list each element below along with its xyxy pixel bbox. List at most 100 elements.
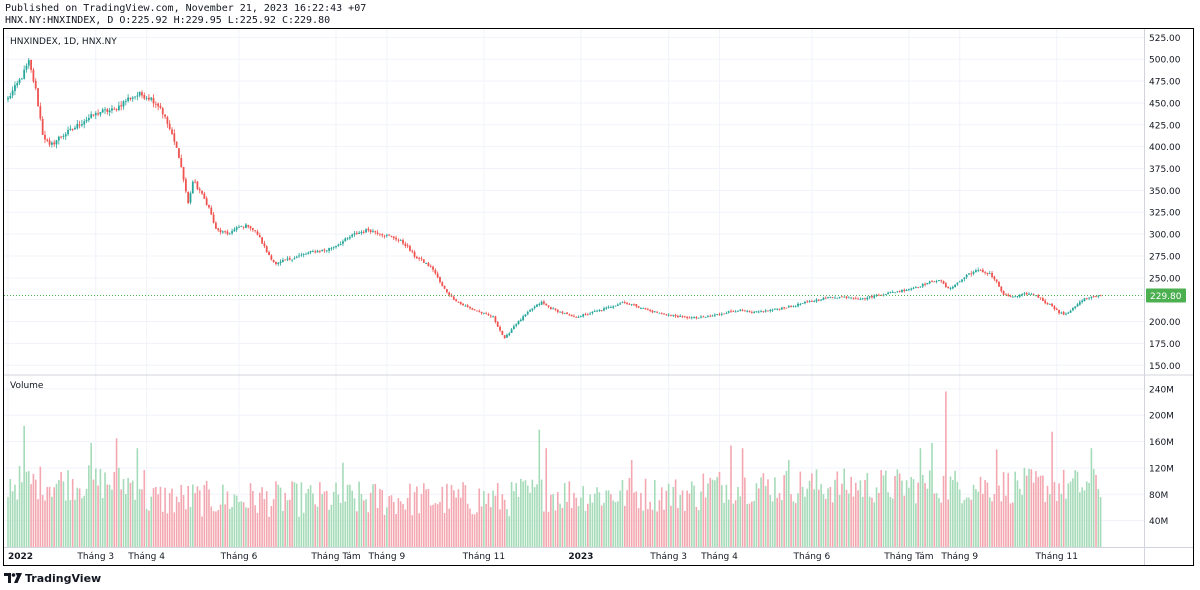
volume-bar — [607, 490, 610, 547]
volume-bar — [1042, 475, 1044, 547]
volume-bar — [716, 477, 718, 547]
candle-body — [1069, 310, 1072, 313]
candle-body — [910, 288, 913, 290]
volume-bar — [1030, 469, 1033, 547]
volume-bar — [801, 486, 804, 547]
candle-body — [619, 303, 622, 305]
candle-body — [947, 286, 950, 289]
volume-bar — [891, 498, 894, 547]
candle-body — [810, 301, 813, 302]
chart-frame[interactable]: 229.80 525.00 500.00 475.00 450.00 425.00 400.… — [3, 28, 1194, 566]
candle-body — [1018, 294, 1021, 297]
volume-bar — [152, 488, 155, 547]
volume-bar — [875, 487, 878, 547]
candle-body — [850, 297, 853, 299]
volume-bar — [1016, 480, 1019, 547]
candle-body — [755, 311, 758, 313]
volume-bar — [919, 448, 922, 547]
volume-bar — [755, 483, 758, 547]
volume-bar — [339, 502, 342, 547]
candle-body — [861, 298, 864, 299]
volume-bar — [275, 481, 277, 547]
volume-bar — [1069, 481, 1072, 547]
volume-bar — [60, 472, 62, 547]
candle-body — [14, 85, 16, 92]
candle-body — [635, 304, 638, 307]
volume-bar — [956, 481, 959, 547]
tradingview-logo-icon[interactable] — [4, 572, 22, 584]
candle-body — [307, 252, 310, 254]
volume-bar — [958, 489, 961, 547]
candle-body — [191, 181, 194, 194]
volume-bar — [381, 490, 384, 547]
candle-body — [161, 108, 164, 115]
candle-body — [988, 273, 991, 275]
candle-body — [221, 231, 224, 233]
volume-bar — [429, 505, 432, 547]
volume-bar — [473, 514, 476, 547]
volume-bar — [813, 489, 815, 547]
candle-body — [651, 310, 654, 313]
candle-body — [799, 304, 802, 305]
candle-body — [37, 88, 39, 107]
volume-tick-label: 80M — [1149, 491, 1168, 501]
volume-bar — [737, 486, 739, 547]
volume-bar — [1062, 469, 1065, 547]
volume-bar — [866, 472, 869, 547]
volume-bar — [55, 483, 58, 547]
volume-bar — [11, 491, 14, 547]
candle-body — [482, 312, 485, 314]
candle-body — [71, 128, 74, 130]
candle-body — [1065, 313, 1067, 315]
volume-bar — [871, 497, 873, 547]
volume-bar — [489, 507, 492, 547]
volume-bar — [418, 513, 420, 547]
volume-bar — [970, 499, 973, 547]
candle-body — [134, 96, 136, 98]
candle-body — [1090, 296, 1093, 298]
candle-body — [1085, 297, 1088, 299]
volume-bar — [279, 487, 282, 547]
volume-bar — [573, 492, 575, 547]
candle-body — [473, 309, 476, 311]
candle-body — [353, 233, 356, 235]
volume-bar — [423, 483, 425, 547]
volume-bar — [161, 511, 164, 547]
candle-body — [1023, 293, 1026, 295]
candle-body — [309, 251, 312, 253]
volume-bar — [707, 483, 709, 547]
volume-bar — [321, 494, 323, 547]
volume-bar — [1009, 503, 1012, 547]
volume-bar — [113, 471, 116, 547]
volume-bar — [469, 508, 471, 547]
volume-bar — [580, 497, 582, 547]
candle-body — [875, 294, 878, 296]
volume-bar — [610, 494, 612, 547]
volume-bar — [265, 491, 268, 547]
candle-body — [360, 231, 363, 234]
volume-bar — [362, 500, 365, 547]
candle-body — [1030, 294, 1033, 295]
volume-bar — [778, 493, 781, 547]
candle-body — [529, 310, 531, 312]
volume-bar — [931, 442, 933, 547]
volume-bar — [168, 493, 171, 547]
chart-canvas[interactable]: 229.80 525.00 500.00 475.00 450.00 425.00 400.… — [4, 29, 1193, 565]
candle-body — [157, 103, 160, 107]
volume-bar — [623, 505, 626, 547]
volume-bar — [598, 492, 601, 547]
tradingview-brand-text[interactable]: TradingView — [25, 571, 102, 585]
volume-bar — [14, 484, 16, 547]
volume-bar — [88, 465, 90, 547]
volume-bar — [554, 510, 557, 547]
volume-bar — [771, 501, 774, 547]
volume-bar — [145, 508, 148, 547]
volume-bar — [917, 482, 919, 547]
volume-bar — [32, 473, 35, 547]
candle-body — [272, 260, 275, 262]
candle-body — [76, 124, 79, 129]
volume-bar — [630, 460, 633, 547]
volume-bar — [593, 493, 596, 547]
volume-bar — [178, 502, 180, 547]
candle-body — [695, 316, 698, 319]
